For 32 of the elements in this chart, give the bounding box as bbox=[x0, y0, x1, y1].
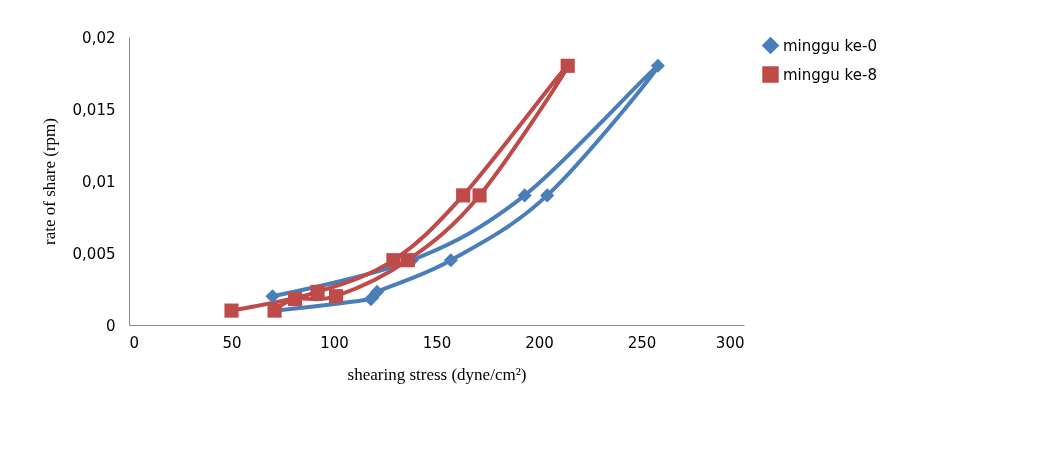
legend-label: minggu ke-0 bbox=[783, 36, 877, 55]
point bbox=[540, 188, 555, 203]
point bbox=[265, 289, 280, 304]
x-tick-label: 100 bbox=[320, 333, 349, 352]
point bbox=[287, 292, 303, 307]
x-tick-label: 300 bbox=[715, 333, 745, 352]
y-tick-label: 0,015 bbox=[72, 100, 116, 119]
point bbox=[224, 303, 239, 318]
point bbox=[443, 253, 458, 268]
point bbox=[472, 188, 487, 203]
x-axis-title: shearing stress (dyne/cm²) bbox=[347, 364, 527, 384]
y-axis-title: rate of share (rpm) bbox=[39, 118, 59, 245]
point bbox=[650, 58, 665, 73]
y-tick-label: 0,005 bbox=[72, 244, 116, 263]
y-tick-label: 0,02 bbox=[82, 28, 116, 47]
x-tick-label: 150 bbox=[422, 333, 452, 352]
legend-label: minggu ke-8 bbox=[783, 65, 877, 84]
point bbox=[369, 284, 385, 299]
x-tick-label: 0 bbox=[129, 333, 140, 352]
point bbox=[328, 289, 344, 304]
point bbox=[386, 253, 401, 268]
point bbox=[560, 58, 575, 73]
y-tick-label: 0,01 bbox=[82, 172, 116, 191]
y-tick-label: 0 bbox=[105, 316, 116, 335]
x-tick-label: 200 bbox=[525, 333, 554, 352]
point bbox=[517, 188, 532, 203]
point bbox=[363, 292, 378, 307]
point bbox=[310, 284, 325, 299]
point bbox=[456, 188, 471, 203]
x-tick-label: 250 bbox=[627, 333, 657, 352]
point bbox=[400, 253, 415, 268]
x-tick-label: 50 bbox=[222, 333, 242, 352]
